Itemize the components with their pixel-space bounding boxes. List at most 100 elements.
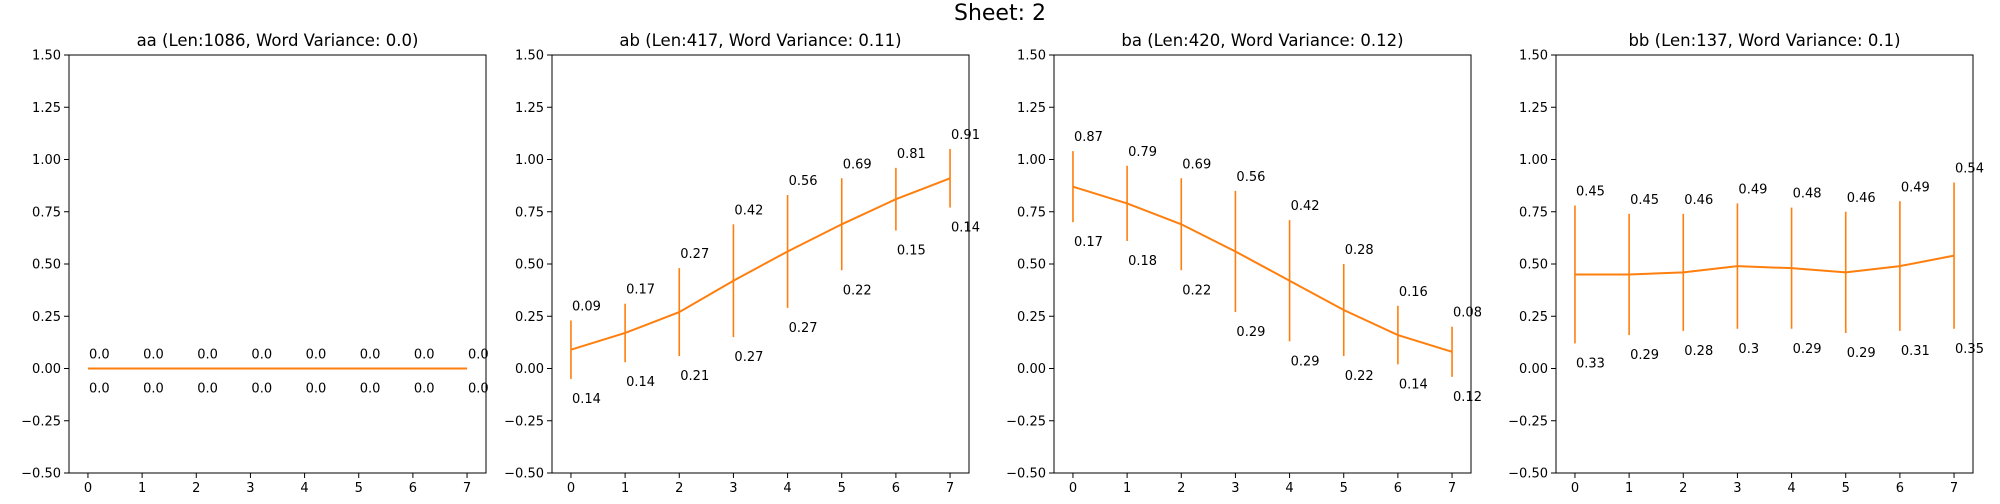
mean-value-label: 0.49 bbox=[1738, 182, 1767, 197]
subplot-title: bb (Len:137, Word Variance: 0.1) bbox=[1628, 31, 1900, 50]
y-tick-label: −0.50 bbox=[1508, 467, 1548, 482]
mean-value-label: 0.79 bbox=[1128, 145, 1157, 160]
y-tick-label: 1.25 bbox=[1017, 101, 1046, 116]
y-tick-label: 0.00 bbox=[1519, 362, 1548, 377]
std-value-label: 0.22 bbox=[1345, 369, 1374, 384]
std-value-label: 0.15 bbox=[897, 244, 926, 259]
mean-value-label: 0.0 bbox=[89, 348, 110, 363]
mean-value-label: 0.0 bbox=[360, 348, 381, 363]
axes-frame bbox=[68, 54, 487, 474]
y-tick-label: 0.50 bbox=[1017, 258, 1046, 273]
y-tick-label: 0.25 bbox=[1017, 310, 1046, 325]
series-line bbox=[1072, 185, 1453, 353]
subplot-3: bb (Len:137, Word Variance: 0.1) 1.50 1.25… bbox=[1508, 31, 1984, 496]
x-tick-label: 2 bbox=[675, 481, 683, 496]
x-tick-label: 1 bbox=[621, 481, 629, 496]
mean-value-label: 0.0 bbox=[197, 348, 218, 363]
y-tick-label: 0.25 bbox=[32, 310, 61, 325]
mean-value-label: 0.91 bbox=[951, 128, 980, 143]
x-tick-label: 2 bbox=[192, 481, 200, 496]
std-value-label: 0.29 bbox=[1847, 346, 1876, 361]
std-value-label: 0.14 bbox=[572, 392, 601, 407]
x-tick-label: 1 bbox=[1123, 481, 1131, 496]
y-tick-label: 1.00 bbox=[1017, 153, 1046, 168]
mean-value-label: 0.08 bbox=[1453, 306, 1482, 321]
x-tick-label: 1 bbox=[1625, 481, 1633, 496]
subplot-0: aa (Len:1086, Word Variance: 0.0) 1.50 1.2… bbox=[21, 31, 489, 496]
mean-value-label: 0.28 bbox=[1345, 243, 1374, 258]
x-tick-label: 6 bbox=[892, 481, 900, 496]
y-tick-label: −0.50 bbox=[21, 467, 61, 482]
std-value-label: 0.33 bbox=[1576, 356, 1605, 371]
y-tick-label: 0.75 bbox=[32, 205, 61, 220]
subplot-title: aa (Len:1086, Word Variance: 0.0) bbox=[137, 31, 419, 50]
y-tick-label: −0.50 bbox=[504, 467, 544, 482]
mean-value-label: 0.49 bbox=[1901, 180, 1930, 195]
y-tick-label: −0.25 bbox=[1006, 414, 1046, 429]
mean-value-label: 0.45 bbox=[1576, 184, 1605, 199]
std-value-label: 0.22 bbox=[1182, 283, 1211, 298]
mean-value-label: 0.42 bbox=[734, 203, 763, 218]
mean-value-label: 0.42 bbox=[1291, 199, 1320, 214]
y-tick-label: 1.25 bbox=[515, 101, 544, 116]
y-tick-label: 1.00 bbox=[1519, 153, 1548, 168]
std-value-label: 0.0 bbox=[306, 382, 327, 397]
std-value-label: 0.18 bbox=[1128, 254, 1157, 269]
std-value-label: 0.35 bbox=[1955, 342, 1984, 357]
mean-value-label: 0.0 bbox=[251, 348, 272, 363]
mean-value-label: 0.27 bbox=[680, 247, 709, 262]
mean-value-label: 0.81 bbox=[897, 147, 926, 162]
x-tick-label: 4 bbox=[1285, 481, 1293, 496]
mean-value-label: 0.87 bbox=[1074, 130, 1103, 145]
subplot-title: ab (Len:417, Word Variance: 0.11) bbox=[619, 31, 901, 50]
y-tick-label: 1.25 bbox=[32, 101, 61, 116]
x-tick-label: 6 bbox=[1896, 481, 1904, 496]
y-tick-label: 1.00 bbox=[515, 153, 544, 168]
mean-value-label: 0.0 bbox=[468, 348, 489, 363]
y-tick-label: 0.50 bbox=[1519, 258, 1548, 273]
mean-value-label: 0.16 bbox=[1399, 285, 1428, 300]
mean-value-label: 0.54 bbox=[1955, 161, 1984, 176]
mean-value-label: 0.56 bbox=[789, 174, 818, 189]
std-value-label: 0.17 bbox=[1074, 235, 1103, 250]
x-tick-label: 4 bbox=[1787, 481, 1795, 496]
x-tick-label: 5 bbox=[1842, 481, 1850, 496]
std-value-label: 0.29 bbox=[1793, 342, 1822, 357]
axes-frame bbox=[551, 54, 970, 474]
mean-value-label: 0.45 bbox=[1630, 193, 1659, 208]
std-value-label: 0.14 bbox=[1399, 377, 1428, 392]
mean-value-label: 0.46 bbox=[1847, 191, 1876, 206]
y-tick-label: 0.25 bbox=[1519, 310, 1548, 325]
x-tick-label: 7 bbox=[463, 481, 471, 496]
y-tick-label: 0.00 bbox=[32, 362, 61, 377]
y-tick-label: 0.50 bbox=[32, 258, 61, 273]
y-tick-label: 0.25 bbox=[515, 310, 544, 325]
x-tick-label: 5 bbox=[1340, 481, 1348, 496]
subplot-1: ab (Len:417, Word Variance: 0.11) 1.50 1.2… bbox=[504, 31, 980, 496]
x-tick-label: 0 bbox=[567, 481, 575, 496]
std-value-label: 0.27 bbox=[734, 350, 763, 365]
mean-value-label: 0.0 bbox=[414, 348, 435, 363]
std-value-label: 0.0 bbox=[414, 382, 435, 397]
std-value-label: 0.29 bbox=[1291, 354, 1320, 369]
subplot-title: ba (Len:420, Word Variance: 0.12) bbox=[1121, 31, 1403, 50]
std-value-label: 0.28 bbox=[1684, 344, 1713, 359]
mean-value-label: 0.69 bbox=[843, 157, 872, 172]
mean-value-label: 0.0 bbox=[143, 348, 164, 363]
x-tick-label: 2 bbox=[1177, 481, 1185, 496]
std-value-label: 0.0 bbox=[89, 382, 110, 397]
y-tick-label: 0.75 bbox=[1519, 205, 1548, 220]
x-tick-label: 5 bbox=[838, 481, 846, 496]
x-tick-label: 3 bbox=[246, 481, 254, 496]
series-line bbox=[1574, 254, 1955, 276]
figure-title: Sheet: 2 bbox=[954, 1, 1046, 26]
x-tick-label: 4 bbox=[300, 481, 308, 496]
std-value-label: 0.0 bbox=[360, 382, 381, 397]
y-tick-label: 0.75 bbox=[515, 205, 544, 220]
x-tick-label: 7 bbox=[946, 481, 954, 496]
x-tick-label: 3 bbox=[1231, 481, 1239, 496]
mean-value-label: 0.48 bbox=[1793, 187, 1822, 202]
x-tick-label: 0 bbox=[84, 481, 92, 496]
std-value-label: 0.29 bbox=[1236, 325, 1265, 340]
